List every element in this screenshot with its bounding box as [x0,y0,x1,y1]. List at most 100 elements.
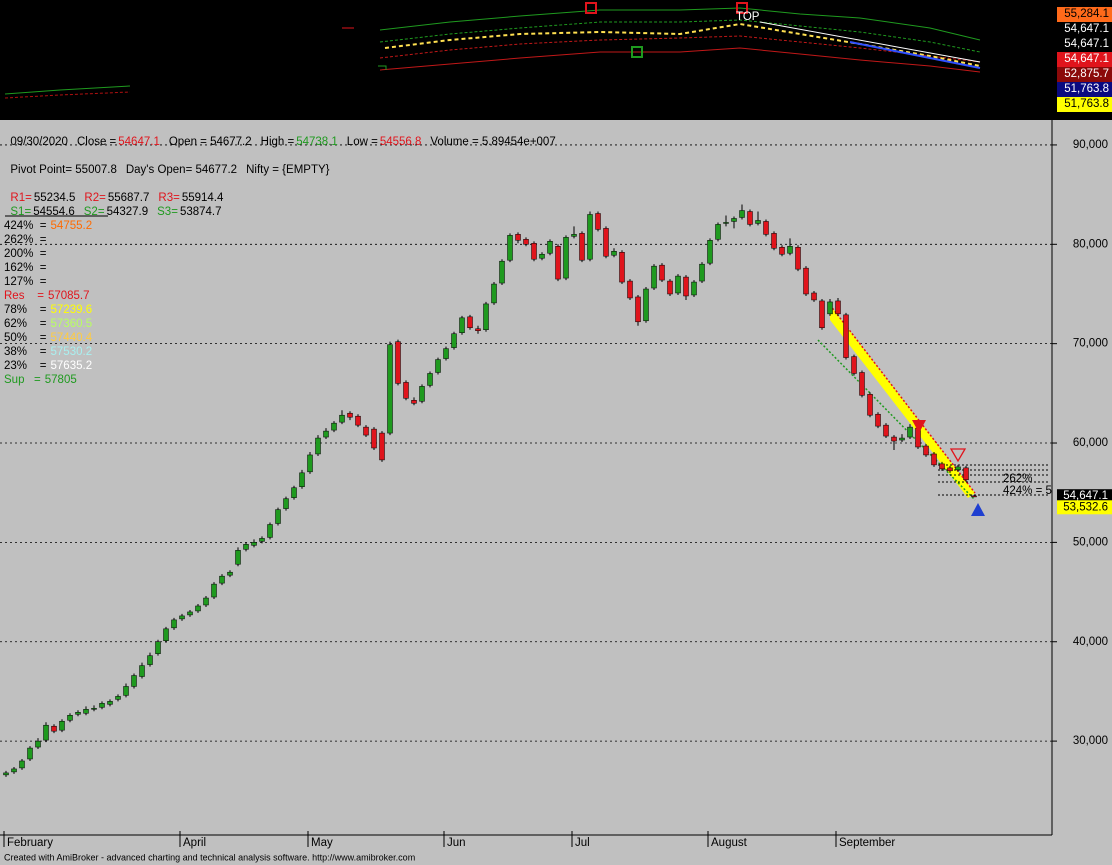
fib-row: Res = 57085.7 [4,289,101,303]
candle-body [531,243,537,260]
x-tick-label: August [711,837,748,849]
candle-body [539,253,545,259]
candle-body [651,265,657,289]
candle-body [83,709,89,714]
y-tick-label: 40,000 [1073,636,1108,648]
fib-row: 424% = 54755.2 [4,219,101,233]
candle-body [35,740,41,748]
candle-body [523,239,529,245]
fib-label: 262% = [4,234,47,246]
top-price-tag: 52,875.7 [1057,67,1112,82]
fib-value: 57635.2 [50,360,93,372]
candle-body [459,317,465,333]
candle-body [315,437,321,455]
plot-bg [0,120,1052,835]
info-text: R2= [84,192,106,204]
fib-label: 162% = [4,262,47,274]
candle-body [131,675,137,687]
info-text: 09/30/2020 [10,136,68,148]
candle-body [723,222,729,224]
candle-body [611,251,617,256]
candle-body [427,373,433,386]
candle-body [747,211,753,225]
info-text: Volume = 5.89454e+007 [430,136,556,148]
top-price-tag: 51,763.8 [1057,97,1112,112]
y-tick-label: 30,000 [1073,735,1108,747]
fib-label: Sup = [4,374,41,386]
candle-body [803,267,809,295]
candle-body [139,665,145,677]
fib-lines [938,464,1050,496]
candle-body [147,655,153,665]
y-tick-label: 60,000 [1073,437,1108,449]
y-tick-label: 90,000 [1073,139,1108,151]
x-tick-label: May [311,837,333,849]
fib-row: 62% = 57360.5 [4,317,101,331]
y-tick-label: 80,000 [1073,238,1108,250]
info-row: 09/30/2020 Close = 54647.1 Open = 54677.2 Hi… [4,121,565,149]
price-tag [1057,500,1112,515]
signal-box [585,2,597,14]
info-text: Open = 54677.2 [168,136,252,148]
pivot-row: Pivot Point= 55007.8 Day's Open= 54677.2 N… [4,149,338,177]
price-tag-label: 54,647.1 [1063,490,1108,502]
candle-body [251,542,257,546]
candle-body [515,234,521,241]
fib-label: 200% = [4,248,47,260]
candle-body [563,237,569,279]
candle-body [339,414,345,423]
candle-body [667,280,673,295]
fib-row: 200% = [4,247,101,261]
fib-value: 57440.4 [50,332,93,344]
candle-body [467,316,473,329]
fib-label: 127% = [4,276,47,288]
candle-body [715,224,721,240]
candle-body [99,703,105,708]
candle-body [291,487,297,498]
candle-body [635,296,641,323]
top-price-tag: 55,284.1 [1057,7,1112,22]
candle-body [731,218,737,222]
axis-bg [1052,120,1112,835]
candle-body [691,281,697,296]
support-row: S1= 54554.6 S2= 54327.9 S3= 53874.7 [4,191,231,219]
fib-value: 57239.6 [50,304,93,316]
fib-tag: 262% [1003,473,1032,485]
info-text: Close = [76,136,117,148]
sell-arrow-outline [949,448,967,463]
candle-body [499,260,505,284]
fib-row: Sup = 57805 [4,373,101,387]
candle-body [91,708,97,710]
info-value: 54738.1 [296,136,338,148]
fib-row: 162% = [4,261,101,275]
date-axis-bg [0,835,1112,865]
channel-upper [829,304,976,494]
top-price-tag: 51,763.8 [1057,82,1112,97]
candle-body [643,288,649,322]
candle-body [243,544,249,550]
candle-body [411,400,417,404]
candle-body [259,538,265,542]
y-tick-label: 50,000 [1073,536,1108,548]
candle-body [307,454,313,473]
candle-body [187,611,193,616]
candle-body [435,359,441,373]
candle-body [955,466,961,471]
candle-body [947,467,953,472]
info-text: Day's Open= 54677.2 [125,164,238,176]
fib-row: 23% = 57635.2 [4,359,101,373]
candle-body [163,628,169,641]
candle-body [43,724,49,741]
fib-value: 57360.5 [50,318,93,330]
info-value: 54647.1 [118,136,160,148]
candle-body [299,472,305,487]
info-text: S1= [10,206,32,218]
candle-body [3,772,9,776]
info-value: 54327.9 [106,206,149,218]
candle-body [179,615,185,620]
candle-body [891,436,897,442]
candle-body [795,247,801,270]
candle-body [11,768,17,773]
candle-body [419,386,425,402]
candle-body [115,696,121,700]
